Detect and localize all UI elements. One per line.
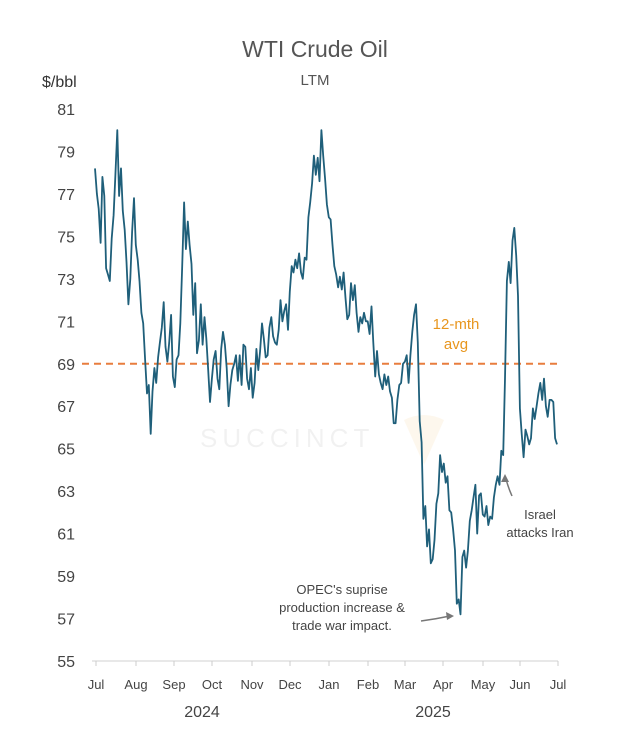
y-tick-label: 57 [57,612,75,629]
annotation-opec-arrowhead-icon [446,612,454,620]
annotation-israel-arrowhead-icon [501,474,509,482]
watermark-logo-icon [404,415,444,465]
x-tick-label: Apr [433,677,454,692]
y-axis: 55 57 59 61 63 65 67 69 71 73 75 77 79 81 [57,102,75,671]
year-label: 2024 [184,704,220,721]
y-tick-label: 79 [57,144,75,161]
y-tick-label: 73 [57,272,75,289]
y-tick-label: 81 [57,102,75,119]
annotation-opec-line1: OPEC's suprise [296,582,387,597]
x-tick-label: Jul [550,677,567,692]
average-label-line1: 12-mth [433,316,480,333]
average-label-line2: avg [444,336,468,353]
annotation-israel-line1: Israel [524,507,556,522]
y-tick-label: 69 [57,357,75,374]
x-tick-label: Feb [357,677,379,692]
x-tick-label: Jul [88,677,105,692]
annotation-israel-line2: attacks Iran [506,525,573,540]
y-tick-label: 77 [57,187,75,204]
annotation-opec-line2: production increase & [279,600,405,615]
x-tick-label: Mar [394,677,417,692]
y-tick-label: 67 [57,399,75,416]
y-tick-label: 75 [57,229,75,246]
y-axis-label: $/bbl [42,74,77,91]
year-labels: 2024 2025 [184,704,451,721]
x-axis: Jul Aug Sep Oct Nov Dec Jan Feb Mar Apr May Jun Jul [88,661,567,692]
annotation-opec-line3: trade war impact. [292,618,392,633]
wti-price-series-line [94,129,558,616]
x-tick-label: May [471,677,496,692]
y-tick-label: 71 [57,314,75,331]
x-tick-label: Dec [278,677,302,692]
x-tick-label: Oct [202,677,223,692]
year-label: 2025 [415,704,451,721]
y-tick-label: 55 [57,654,75,671]
y-tick-label: 65 [57,442,75,459]
x-tick-label: Aug [124,677,147,692]
annotation-israel: Israel attacks Iran [501,474,574,540]
x-tick-label: Jan [319,677,340,692]
chart-title: WTI Crude Oil [242,36,388,62]
annotation-opec: OPEC's suprise production increase & tra… [279,582,454,633]
x-tick-label: Nov [240,677,264,692]
annotation-opec-arrow-icon [420,615,451,622]
x-tick-label: Sep [162,677,185,692]
y-tick-label: 61 [57,527,75,544]
x-tick-label: Jun [510,677,531,692]
watermark-text: SUCCINCT [200,423,374,453]
y-tick-label: 59 [57,569,75,586]
chart-subtitle: LTM [301,72,330,89]
y-tick-label: 63 [57,484,75,501]
